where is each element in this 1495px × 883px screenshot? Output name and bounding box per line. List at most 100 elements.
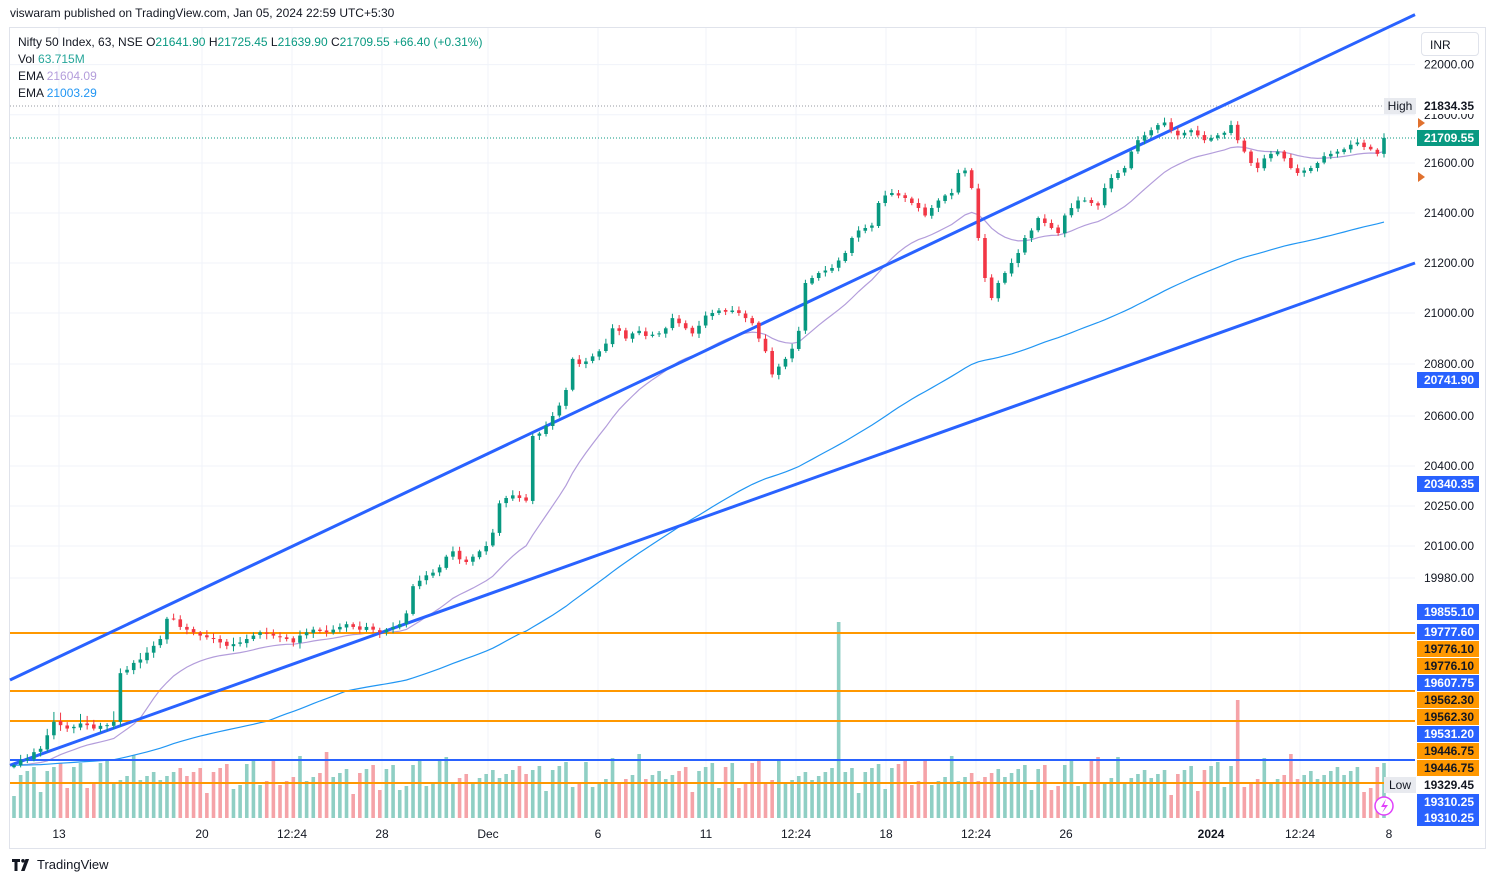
volume-bar — [145, 776, 149, 818]
price-tick-label: 19980.00 — [1424, 571, 1474, 585]
volume-bar — [444, 757, 449, 818]
volume-bar — [1189, 766, 1193, 818]
volume-bar — [344, 769, 349, 818]
ema-fast-value: 21604.09 — [46, 69, 97, 83]
trendline[interactable] — [9, 261, 1416, 767]
currency-button[interactable]: INR — [1421, 32, 1479, 56]
candle-body — [1382, 137, 1386, 154]
trendline[interactable] — [9, 13, 1416, 682]
candle-body — [956, 173, 961, 193]
time-axis[interactable]: 13 20 12:24 28 Dec 6 11 12:24 18 12:24 26 2024 12:24… — [52, 827, 1392, 841]
ema-slow-line[interactable] — [13, 221, 1385, 766]
candle-body — [291, 638, 296, 643]
volume-bar — [52, 767, 56, 818]
alert-flag-icon[interactable] — [1418, 172, 1425, 182]
candle-body — [244, 639, 249, 644]
candle-body — [564, 390, 568, 406]
price-axis[interactable]: 22000.0021800.0021600.0021400.0021200.00… — [1424, 58, 1474, 585]
price-marker-value: 19329.45 — [1424, 778, 1474, 792]
ema-lines — [13, 146, 1385, 766]
legend-ema-fast-row[interactable]: EMA 21604.09 — [18, 68, 482, 85]
candle-body — [637, 330, 641, 334]
candle-body — [1222, 132, 1227, 135]
candle-body — [145, 652, 149, 661]
candle-body — [1355, 142, 1360, 145]
published-by-text: viswaram published on TradingView.com, J… — [10, 6, 395, 20]
high-value: 21725.45 — [217, 35, 268, 49]
candle-body — [12, 765, 16, 768]
time-tick-label: 18 — [879, 827, 893, 841]
legend-volume-row[interactable]: Vol 63.715M — [18, 51, 482, 68]
price-tick-label: 20100.00 — [1424, 539, 1474, 553]
candle-body — [763, 338, 768, 352]
volume-bar — [624, 779, 628, 818]
candle-body — [949, 193, 954, 196]
time-tick-label: 12:24 — [1285, 827, 1315, 841]
tradingview-brand[interactable]: TradingView — [12, 857, 109, 872]
volume-bar — [32, 767, 36, 818]
volume-bar — [304, 781, 309, 818]
volume-bar — [1335, 767, 1340, 818]
candle-body — [477, 551, 482, 558]
candle-body — [524, 497, 528, 501]
volume-bar — [850, 768, 854, 818]
volume-bar — [577, 783, 582, 818]
low-label: L — [270, 35, 278, 49]
volume-bar — [1262, 758, 1267, 818]
time-tick-label: 6 — [595, 827, 602, 841]
volume-bar — [291, 777, 296, 818]
volume-bar — [690, 792, 695, 818]
volume-bar — [225, 764, 229, 818]
volume-bar — [38, 792, 43, 818]
price-marker-tag — [1384, 777, 1416, 793]
price-tick-label: 20800.00 — [1424, 357, 1474, 371]
volume-bar — [251, 760, 256, 818]
volume-bar — [677, 771, 681, 818]
volume-bar — [910, 785, 914, 818]
legend-ema-slow-row[interactable]: EMA 21003.29 — [18, 85, 482, 102]
price-marker-box — [1417, 810, 1479, 826]
horizontal-levels[interactable] — [10, 105, 1415, 784]
candle-body — [1162, 122, 1167, 126]
candle-body — [1189, 130, 1193, 133]
alert-flag-icon[interactable] — [1418, 118, 1425, 128]
price-marker-value: 19531.20 — [1424, 727, 1474, 741]
price-marker-value: 19562.30 — [1424, 693, 1474, 707]
trendlines[interactable] — [9, 13, 1416, 767]
volume-bar — [298, 756, 302, 818]
candle-body — [863, 228, 868, 231]
volume-bar — [1082, 782, 1087, 818]
volume-bar — [537, 766, 542, 818]
volume-bar — [65, 788, 70, 818]
volume-bar — [870, 768, 874, 818]
volume-bar — [1089, 761, 1094, 818]
candle-body — [710, 313, 715, 317]
symbol-name[interactable]: Nifty 50 Index, 63, NSE — [18, 35, 143, 49]
candle-body — [1169, 122, 1173, 131]
candle-body — [670, 318, 675, 329]
volume-bar — [358, 773, 362, 818]
volume-bar — [969, 773, 974, 818]
candle-body — [604, 343, 608, 351]
candle-body — [510, 495, 515, 499]
candle-body — [1089, 200, 1094, 203]
candle-body — [171, 618, 176, 620]
volume-bar — [976, 781, 981, 818]
candle-body — [1362, 142, 1366, 148]
volume-bar — [617, 783, 621, 818]
candle-body — [278, 636, 282, 638]
candle-body — [1242, 140, 1247, 152]
candle-body — [351, 624, 355, 627]
volume-bar — [630, 775, 635, 818]
candle-body — [737, 310, 741, 313]
volume-bar — [790, 780, 794, 818]
candle-body — [58, 721, 63, 726]
ema-fast-line[interactable] — [13, 146, 1385, 766]
volume-bar — [1215, 762, 1220, 818]
volume-bar — [497, 778, 502, 818]
candle-body — [876, 203, 881, 226]
volume-bar — [1169, 795, 1173, 818]
candle-body — [1202, 135, 1207, 141]
candle-body — [1209, 137, 1213, 141]
